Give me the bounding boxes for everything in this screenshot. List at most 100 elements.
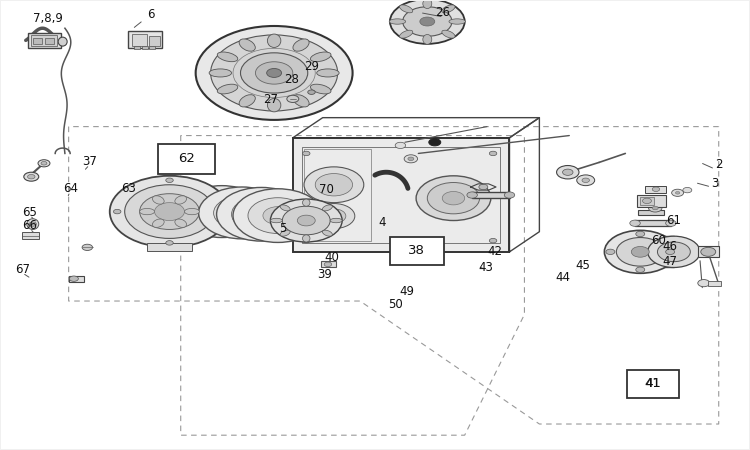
- Circle shape: [199, 187, 285, 239]
- Circle shape: [489, 151, 496, 156]
- Circle shape: [282, 206, 330, 235]
- Bar: [147, 243, 192, 251]
- Circle shape: [395, 142, 406, 148]
- Circle shape: [38, 160, 50, 167]
- Circle shape: [232, 196, 291, 232]
- Text: 27: 27: [263, 93, 278, 106]
- Text: 38: 38: [409, 244, 425, 257]
- Text: 4: 4: [379, 216, 386, 229]
- Ellipse shape: [442, 5, 455, 13]
- Circle shape: [636, 267, 645, 272]
- Text: 28: 28: [284, 73, 298, 86]
- Ellipse shape: [280, 230, 290, 236]
- Circle shape: [82, 244, 92, 251]
- Text: 7,8,9: 7,8,9: [33, 12, 63, 25]
- Circle shape: [28, 175, 35, 179]
- Text: 26: 26: [435, 6, 450, 19]
- Text: 41: 41: [646, 377, 661, 390]
- Text: 43: 43: [478, 261, 493, 274]
- Bar: [22, 232, 39, 239]
- Circle shape: [577, 175, 595, 186]
- Circle shape: [606, 249, 615, 255]
- Bar: [134, 45, 140, 49]
- Bar: [45, 38, 54, 44]
- Circle shape: [196, 26, 352, 120]
- Ellipse shape: [271, 218, 282, 223]
- Circle shape: [110, 176, 230, 248]
- Circle shape: [643, 198, 652, 203]
- Bar: [33, 38, 42, 44]
- Text: 63: 63: [121, 182, 136, 195]
- Text: 6: 6: [147, 8, 154, 21]
- Circle shape: [504, 192, 515, 198]
- Text: 61: 61: [667, 214, 682, 227]
- Text: 42: 42: [487, 245, 502, 258]
- Circle shape: [427, 183, 479, 214]
- Circle shape: [166, 241, 173, 245]
- Circle shape: [666, 220, 676, 226]
- Circle shape: [140, 194, 200, 230]
- Ellipse shape: [58, 37, 68, 46]
- Circle shape: [315, 174, 352, 196]
- Text: 39: 39: [316, 268, 332, 281]
- Text: 41: 41: [644, 377, 662, 390]
- Ellipse shape: [302, 235, 310, 242]
- Circle shape: [166, 178, 173, 183]
- Ellipse shape: [423, 0, 432, 9]
- Ellipse shape: [268, 34, 280, 47]
- Circle shape: [682, 188, 692, 193]
- Bar: [149, 36, 160, 46]
- Text: 46: 46: [663, 240, 678, 253]
- Circle shape: [616, 238, 664, 266]
- Bar: [69, 275, 83, 282]
- Circle shape: [248, 198, 308, 234]
- Bar: [321, 261, 336, 267]
- Ellipse shape: [217, 52, 238, 62]
- Ellipse shape: [449, 19, 466, 24]
- Ellipse shape: [209, 69, 232, 77]
- Circle shape: [194, 194, 250, 229]
- Text: 2: 2: [715, 158, 722, 171]
- Ellipse shape: [423, 35, 432, 44]
- Circle shape: [214, 196, 271, 230]
- Circle shape: [241, 53, 308, 93]
- Circle shape: [489, 238, 496, 243]
- Bar: [640, 197, 654, 205]
- Circle shape: [404, 155, 418, 163]
- Bar: [638, 210, 664, 215]
- Circle shape: [24, 172, 39, 181]
- Circle shape: [403, 7, 452, 36]
- Text: 62: 62: [178, 152, 195, 165]
- Circle shape: [636, 231, 645, 237]
- Text: 45: 45: [575, 259, 590, 272]
- Ellipse shape: [316, 69, 339, 77]
- Ellipse shape: [268, 99, 280, 112]
- Bar: [32, 35, 58, 46]
- Ellipse shape: [442, 30, 455, 38]
- Circle shape: [652, 187, 660, 191]
- Circle shape: [124, 185, 214, 238]
- Circle shape: [308, 90, 315, 94]
- Bar: [698, 247, 718, 257]
- Bar: [149, 45, 155, 49]
- Bar: [472, 192, 509, 198]
- Circle shape: [556, 166, 579, 179]
- Bar: [707, 281, 721, 286]
- Bar: [142, 45, 148, 49]
- Text: 40: 40: [324, 251, 339, 264]
- Bar: [292, 138, 509, 252]
- Ellipse shape: [175, 219, 187, 227]
- Ellipse shape: [322, 205, 332, 211]
- Ellipse shape: [140, 208, 154, 215]
- Circle shape: [218, 209, 226, 214]
- Ellipse shape: [400, 5, 412, 13]
- Bar: [132, 34, 147, 46]
- Circle shape: [676, 191, 680, 194]
- Bar: [304, 149, 371, 241]
- Text: 60: 60: [652, 234, 667, 247]
- Circle shape: [672, 189, 683, 196]
- Circle shape: [229, 205, 256, 221]
- Bar: [635, 220, 671, 226]
- Circle shape: [429, 139, 441, 146]
- Text: 49: 49: [399, 285, 414, 298]
